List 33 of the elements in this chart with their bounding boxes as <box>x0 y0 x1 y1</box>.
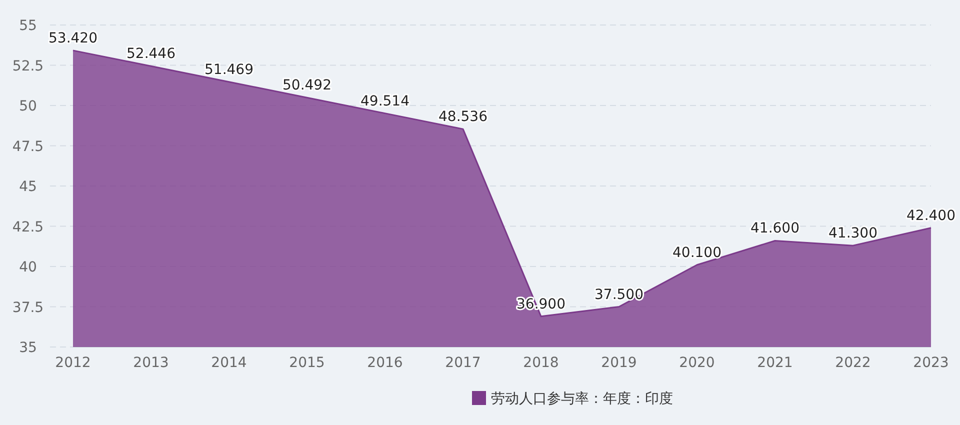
x-tick-label: 2012 <box>55 355 91 371</box>
data-label: 49.514 <box>360 93 410 110</box>
x-tick-label: 2017 <box>445 355 481 371</box>
y-tick-label: 55 <box>19 18 37 34</box>
y-tick-label: 35 <box>19 340 37 356</box>
y-tick-label: 40 <box>19 260 37 276</box>
y-tick-label: 42.5 <box>12 219 44 236</box>
y-tick-label: 52.5 <box>12 58 44 74</box>
data-label: 51.469 <box>204 62 254 78</box>
y-tick-label: 50 <box>19 98 37 114</box>
y-tick-label: 45 <box>19 179 37 195</box>
x-tick-label: 2013 <box>133 355 169 371</box>
x-tick-label: 2015 <box>289 355 325 371</box>
y-tick-label: 47.5 <box>12 138 44 155</box>
x-tick-label: 2019 <box>601 355 637 371</box>
x-tick-label: 2018 <box>523 355 559 371</box>
data-label: 53.420 <box>48 30 98 46</box>
data-label: 42.400 <box>906 208 956 224</box>
data-label: 50.492 <box>282 78 332 94</box>
data-label: 52.446 <box>126 46 176 62</box>
x-tick-label: 2016 <box>367 355 403 371</box>
data-label: 48.536 <box>438 109 488 126</box>
data-label: 41.600 <box>750 220 800 237</box>
x-tick-label: 2022 <box>835 355 871 371</box>
x-tick-label: 2023 <box>913 355 949 371</box>
y-tick-label: 37.5 <box>12 300 44 316</box>
x-tick-label: 2020 <box>679 355 715 371</box>
legend-label: 劳动人口参与率：年度：印度 <box>491 391 673 407</box>
x-tick-label: 2014 <box>211 355 247 371</box>
data-label: 41.300 <box>828 226 878 242</box>
data-label: 40.100 <box>672 244 722 261</box>
data-label: 37.500 <box>594 286 644 303</box>
x-tick-label: 2021 <box>757 355 793 371</box>
